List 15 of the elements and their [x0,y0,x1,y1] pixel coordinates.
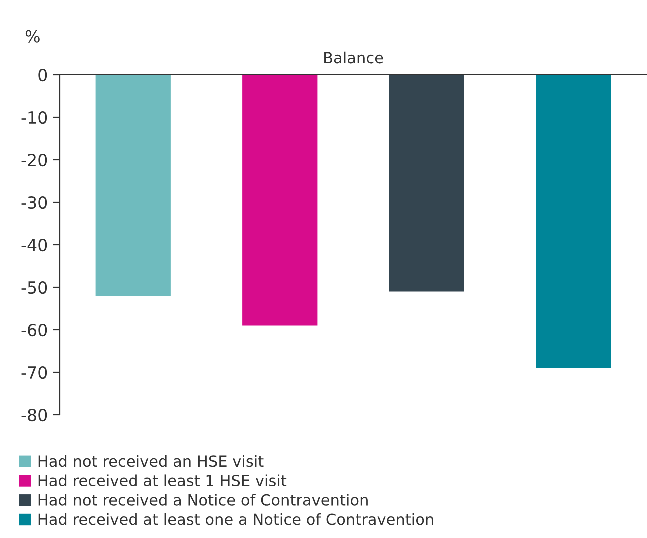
y-tick-label: -40 [22,238,48,252]
y-tick-label: -20 [22,154,48,167]
legend-label: Had received at least one a Notice of Contravention [38,513,434,526]
legend-label: Had not received an HSE visit [38,455,264,468]
y-tick-label: -70 [22,366,48,380]
y-axis-title: % [26,30,40,43]
y-tick-label: 0 [38,68,48,82]
x-tick-label: Balance [324,52,384,64]
y-tick-label: -50 [22,281,48,294]
y-tick-label: -80 [22,408,48,422]
y-tick-label: -30 [22,196,48,210]
legend-label: Had received at least 1 HSE visit [38,474,287,487]
legend-label: Had not received a Notice of Contravention [38,494,368,506]
y-tick-label: -10 [22,111,48,124]
y-tick-label: -60 [22,324,48,337]
